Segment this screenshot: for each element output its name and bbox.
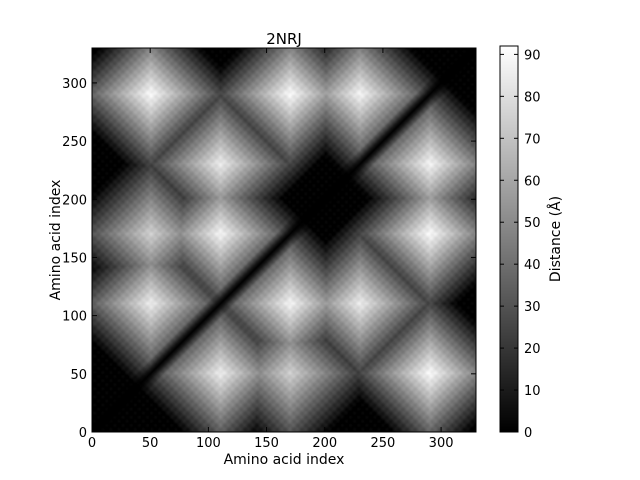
y-tick-label: 50: [70, 368, 87, 383]
y-tick-label: 100: [62, 310, 87, 325]
x-axis-label: Amino acid index: [224, 452, 345, 468]
x-tick-label: 200: [312, 436, 337, 451]
colorbar-tick-label: 60: [524, 174, 541, 189]
y-axis-label: Amino acid index: [48, 180, 64, 301]
colorbar-tick-label: 90: [524, 48, 541, 63]
colorbar-frame: [499, 45, 519, 433]
colorbar-tick-label: 50: [524, 216, 541, 231]
y-tick-label: 200: [62, 193, 87, 208]
colorbar-tick-label: 0: [524, 426, 532, 441]
colorbar-tick-label: 70: [524, 132, 541, 147]
heatmap-plot: [91, 47, 477, 433]
colorbar-label: Distance (Å): [547, 196, 564, 282]
colorbar-tick-label: 30: [524, 300, 541, 315]
heatmap-image: [92, 48, 476, 432]
x-tick-label: 300: [429, 436, 454, 451]
colorbar-gradient: [500, 46, 518, 432]
x-tick-label: 0: [88, 436, 96, 451]
x-tick-label: 100: [196, 436, 221, 451]
y-tick-label: 250: [62, 135, 87, 150]
y-tick-label: 0: [79, 426, 87, 441]
x-axis: 0 50 100 150 200 250 300: [88, 48, 454, 451]
colorbar: 0 10 20 30 40 50 60 70 80 90 Distance (Å): [499, 45, 564, 441]
colorbar-ticks: 0 10 20 30 40 50 60 70 80 90: [500, 48, 541, 441]
plot-frame: [91, 47, 477, 433]
colorbar-tick-label: 10: [524, 384, 541, 399]
y-axis: 0 50 100 150 200 250 300: [62, 77, 476, 441]
colorbar-tick-label: 20: [524, 342, 541, 357]
x-tick-label: 50: [142, 436, 159, 451]
x-tick-label: 150: [254, 436, 279, 451]
colorbar-tick-label: 80: [524, 90, 541, 105]
y-tick-label: 150: [62, 251, 87, 266]
chart-title: 2NRJ: [266, 30, 302, 48]
colorbar-tick-label: 40: [524, 258, 541, 273]
y-tick-label: 300: [62, 77, 87, 92]
x-tick-label: 250: [370, 436, 395, 451]
